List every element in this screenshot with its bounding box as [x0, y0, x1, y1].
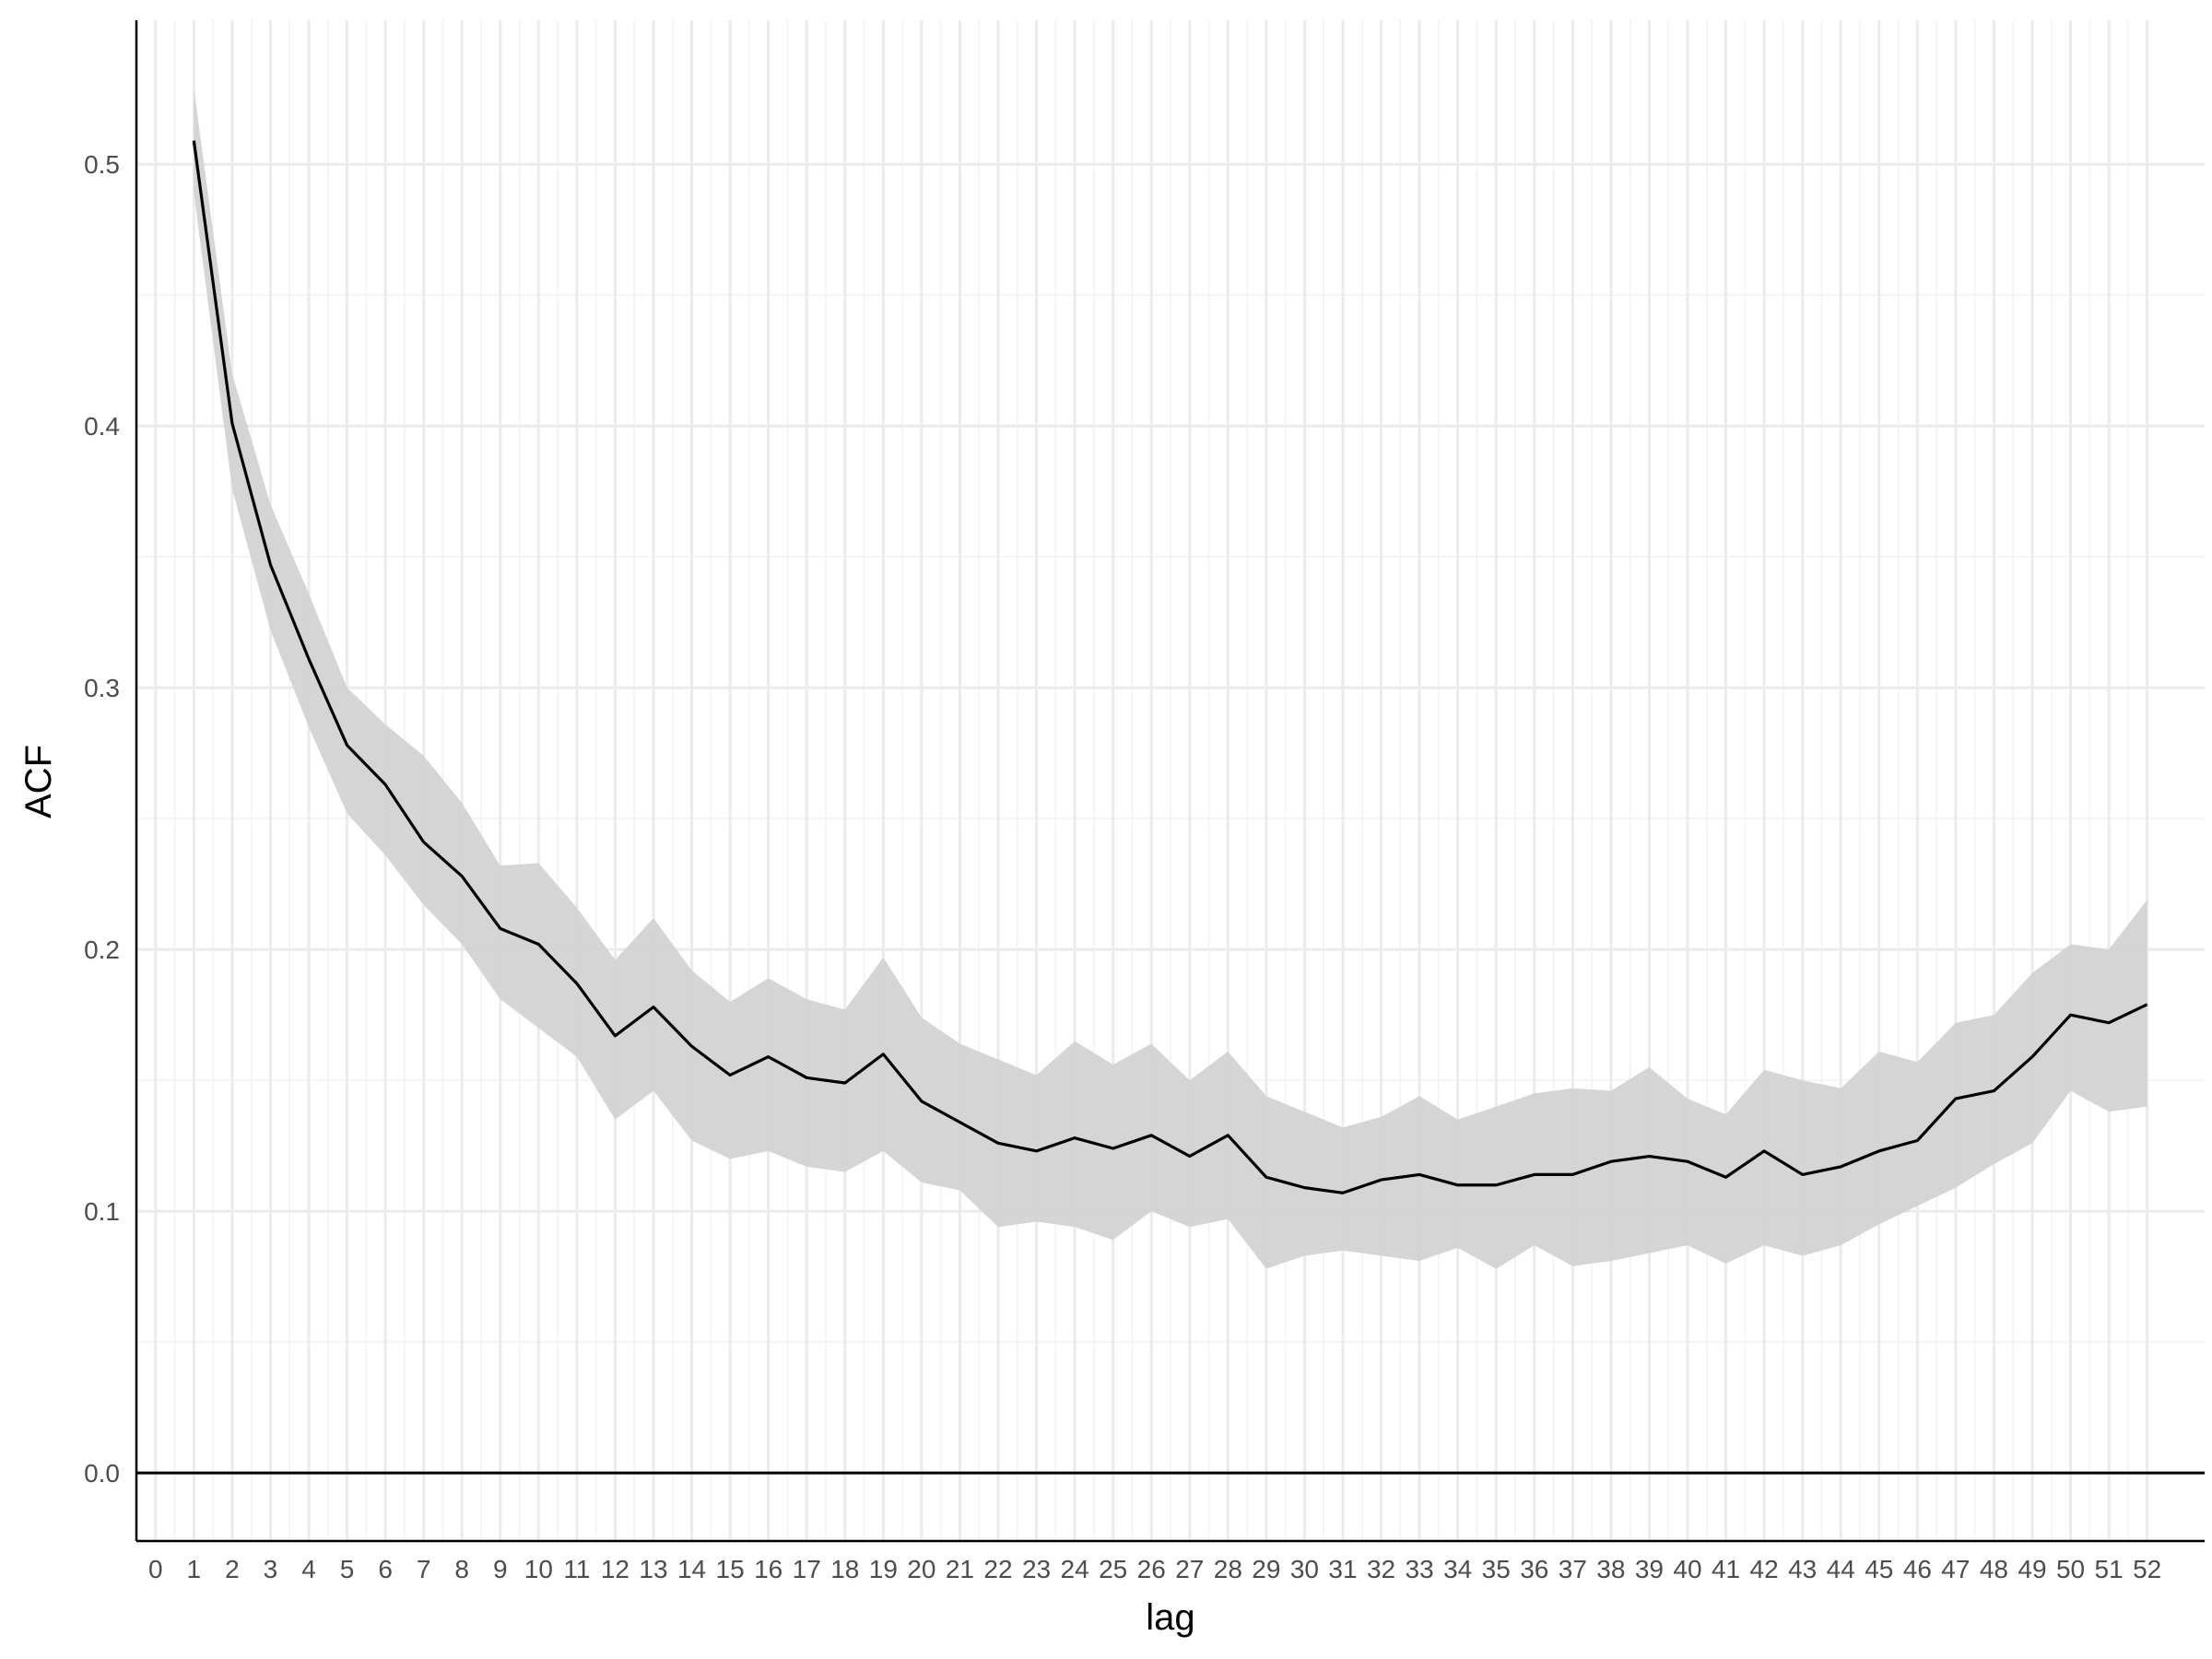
x-tick-label: 41 — [1712, 1555, 1740, 1583]
x-tick-label: 31 — [1328, 1555, 1357, 1583]
x-tick-label: 5 — [340, 1555, 355, 1583]
x-tick-label: 18 — [830, 1555, 859, 1583]
x-tick-label: 51 — [2095, 1555, 2124, 1583]
x-tick-label: 32 — [1367, 1555, 1395, 1583]
grid — [136, 20, 2205, 1541]
x-tick-label: 14 — [677, 1555, 706, 1583]
x-tick-label: 4 — [301, 1555, 316, 1583]
confidence-band-area — [194, 88, 2147, 1269]
x-tick-label: 7 — [417, 1555, 431, 1583]
x-tick-label: 16 — [754, 1555, 782, 1583]
x-tick-label: 36 — [1520, 1555, 1548, 1583]
x-tick-label: 29 — [1252, 1555, 1280, 1583]
x-tick-label: 2 — [225, 1555, 240, 1583]
acf-series — [192, 140, 2148, 1194]
x-tick-label: 52 — [2133, 1555, 2161, 1583]
x-axis-title: lag — [1146, 1597, 1194, 1638]
x-tick-label: 44 — [1827, 1555, 1855, 1583]
x-tick-label: 11 — [563, 1555, 590, 1583]
x-tick-label: 47 — [1941, 1555, 1970, 1583]
x-tick-label: 33 — [1406, 1555, 1434, 1583]
x-tick-label: 40 — [1673, 1555, 1701, 1583]
x-tick-label: 43 — [1788, 1555, 1817, 1583]
y-tick-label: 0.3 — [84, 674, 120, 702]
x-tick-label: 39 — [1635, 1555, 1664, 1583]
y-tick-label: 0.4 — [84, 412, 120, 441]
x-tick-label: 50 — [2056, 1555, 2085, 1583]
x-tick-label: 1 — [187, 1555, 202, 1583]
x-tick-label: 0 — [148, 1555, 163, 1583]
x-tick-label: 3 — [264, 1555, 278, 1583]
x-tick-label: 49 — [2018, 1555, 2046, 1583]
x-tick-label: 25 — [1099, 1555, 1127, 1583]
y-tick-label: 0.1 — [84, 1197, 120, 1226]
x-tick-label: 24 — [1061, 1555, 1089, 1583]
x-tick-label: 10 — [524, 1555, 553, 1583]
axes — [135, 20, 2205, 1543]
x-tick-label: 27 — [1175, 1555, 1204, 1583]
x-tick-label: 35 — [1482, 1555, 1511, 1583]
x-tick-label: 9 — [493, 1555, 508, 1583]
x-tick-label: 30 — [1290, 1555, 1319, 1583]
y-axis-title: ACF — [18, 745, 59, 818]
y-tick-label: 0.2 — [84, 935, 120, 964]
x-tick-label: 45 — [1865, 1555, 1893, 1583]
x-tick-label: 23 — [1022, 1555, 1051, 1583]
x-tick-label: 6 — [378, 1555, 393, 1583]
x-tick-label: 38 — [1596, 1555, 1625, 1583]
x-tick-label: 46 — [1903, 1555, 1932, 1583]
x-tick-label: 8 — [454, 1555, 469, 1583]
y-tick-label: 0.5 — [84, 150, 120, 179]
x-tick-label: 21 — [946, 1555, 974, 1583]
acf-line — [192, 140, 2148, 1194]
y-tick-labels: 0.0 0.1 0.2 0.3 0.4 0.5 — [84, 150, 120, 1488]
x-tick-label: 42 — [1750, 1555, 1779, 1583]
x-tick-label: 28 — [1214, 1555, 1242, 1583]
x-tick-label: 26 — [1137, 1555, 1166, 1583]
x-tick-label: 34 — [1443, 1555, 1472, 1583]
x-tick-label: 19 — [869, 1555, 898, 1583]
x-tick-label: 13 — [639, 1555, 667, 1583]
confidence-band — [194, 88, 2147, 1269]
x-tick-label: 17 — [793, 1555, 821, 1583]
x-tick-label: 22 — [983, 1555, 1012, 1583]
x-tick-label: 48 — [1980, 1555, 2008, 1583]
x-tick-label: 15 — [716, 1555, 745, 1583]
y-tick-label: 0.0 — [84, 1459, 120, 1488]
x-tick-label: 12 — [601, 1555, 629, 1583]
x-tick-label: 20 — [907, 1555, 935, 1583]
x-tick-label: 37 — [1559, 1555, 1587, 1583]
x-tick-labels: 0 1 2 3 4 5 6 7 8 9 10 11 12 13 14 15 16 17 18 19 20 21 22 23 24… — [148, 1555, 2161, 1583]
